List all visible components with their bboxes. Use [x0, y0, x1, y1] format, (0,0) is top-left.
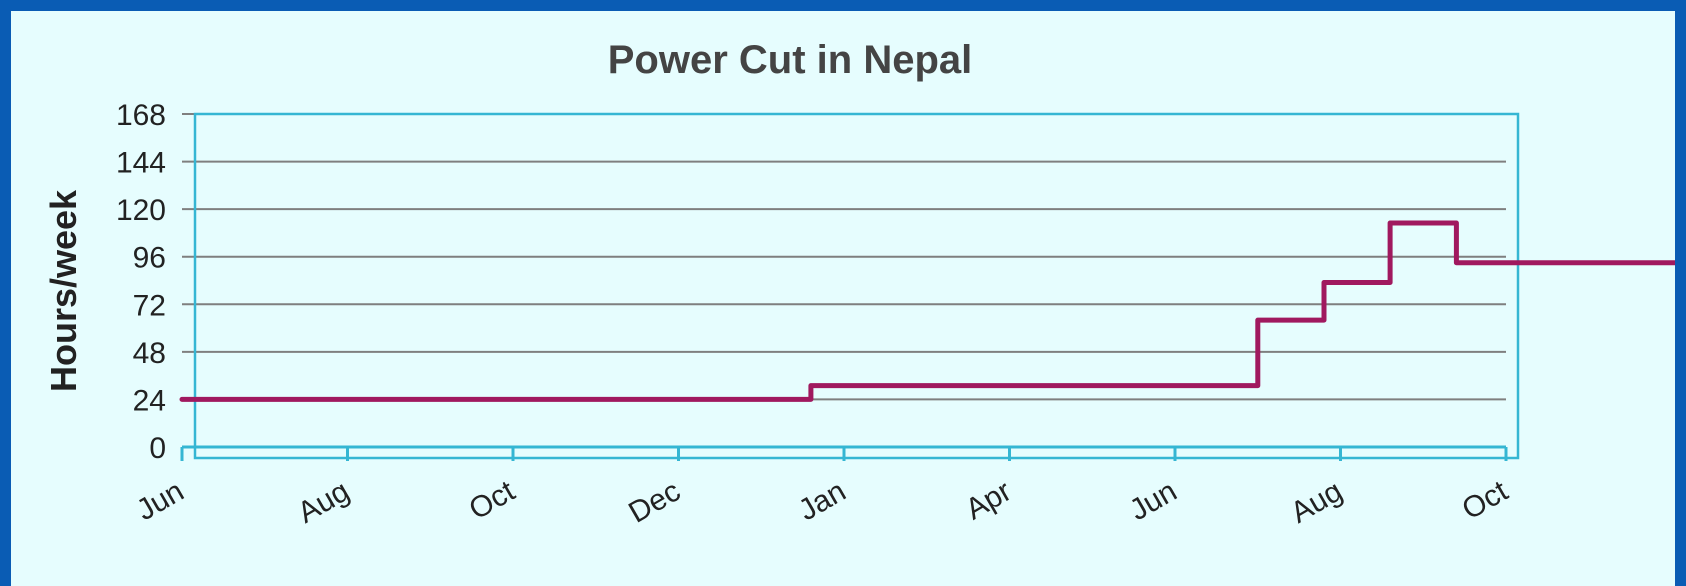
x-tick-label: Jan [793, 474, 851, 527]
x-tick-label: Aug [1285, 474, 1348, 529]
series-layer [179, 220, 1675, 402]
y-tick-label: 96 [133, 242, 166, 275]
x-tick-label: Apr [960, 474, 1017, 526]
y-axis-label: Hours/week [43, 189, 84, 392]
x-tick-label: Dec [623, 474, 686, 529]
y-tick-label: 24 [133, 384, 166, 417]
chart: Power Cut in Nepal Hours/week 0 24 48 72 96 1… [43, 38, 1675, 530]
x-tick-label: Aug [292, 474, 355, 529]
x-tick-label: Oct [1457, 474, 1514, 526]
y-tick-label: 72 [133, 289, 166, 322]
y-tick-label: 144 [116, 147, 166, 180]
grid-lines [182, 113, 1506, 401]
series-line [179, 220, 1675, 402]
chart-frame: Power Cut in Nepal Hours/week 0 24 48 72 96 1… [11, 11, 1675, 586]
x-tick-label: Jun [1124, 474, 1182, 527]
y-tick-label: 120 [116, 194, 166, 227]
plot-area [193, 112, 1520, 460]
y-tick-label: 0 [149, 432, 166, 465]
x-axis-ticks: Jun Aug Oct Dec Jan Apr Jun Aug Oct [131, 445, 1514, 530]
x-tick-label: Jun [131, 474, 189, 527]
chart-title: Power Cut in Nepal [608, 38, 973, 82]
y-tick-label: 168 [116, 99, 166, 132]
y-tick-label: 48 [133, 337, 166, 370]
x-tick-label: Oct [464, 474, 521, 526]
y-axis-ticks: 0 24 48 72 96 120 144 168 [116, 99, 166, 465]
